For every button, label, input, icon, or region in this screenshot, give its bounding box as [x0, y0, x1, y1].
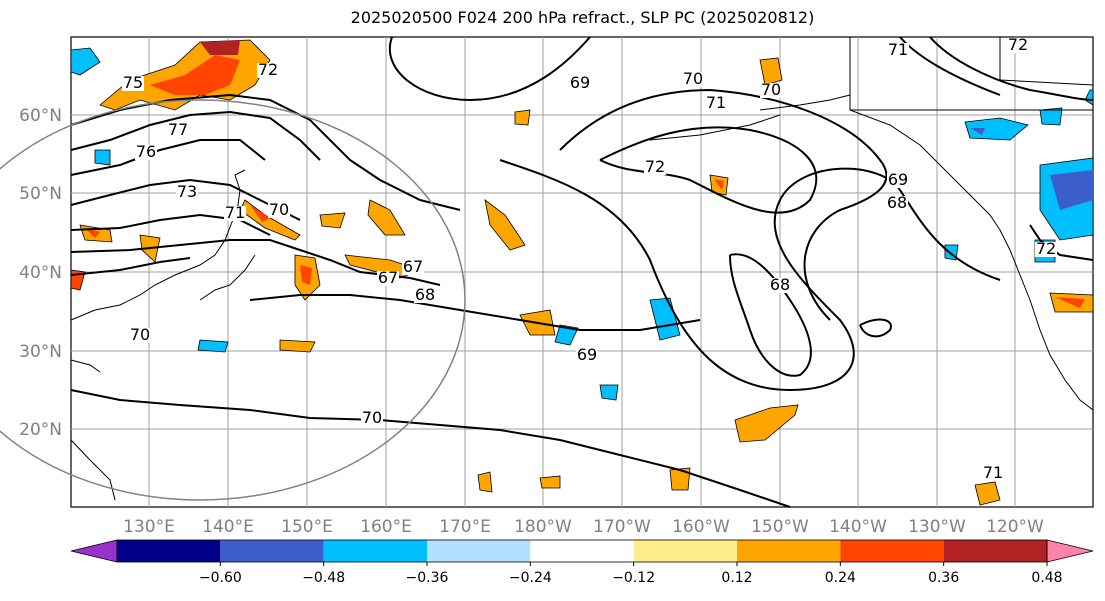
- longitude-label: 170°W: [593, 517, 651, 537]
- longitude-label: 120°W: [986, 517, 1044, 537]
- contour-label: 67: [378, 268, 398, 287]
- longitude-label: 150°E: [281, 517, 333, 537]
- positive-anomaly-areas: [70, 39, 1094, 506]
- contour-label: 73: [177, 182, 197, 201]
- latitude-label: 30°N: [19, 342, 62, 362]
- coastlines: [70, 37, 1094, 501]
- colorbar-segment: [117, 540, 221, 562]
- latitude-label: 50°N: [19, 184, 62, 204]
- contour-label: 70: [269, 200, 289, 219]
- contour-label: 77: [168, 120, 188, 139]
- contour-label: 76: [136, 142, 156, 161]
- contour-label: 70: [683, 69, 703, 88]
- contour-label: 68: [887, 193, 907, 212]
- contour-label: 69: [577, 345, 597, 364]
- latitude-label: 60°N: [19, 106, 62, 126]
- colorbar-segment: [220, 540, 324, 562]
- contour-label: 68: [770, 275, 790, 294]
- contour-label: 72: [258, 60, 278, 79]
- longitude-label: 180°W: [514, 517, 572, 537]
- colorbar-segment: [70, 539, 118, 563]
- longitude-label: 140°E: [202, 517, 254, 537]
- contour-label: 67: [403, 257, 423, 276]
- range-ring: [0, 99, 466, 501]
- colorbar-tick-label: 0.24: [825, 570, 856, 586]
- colorbar-segment: [323, 540, 427, 562]
- longitude-label: 150°W: [751, 517, 809, 537]
- contour-label: 72: [1008, 35, 1028, 54]
- contour-label: 72: [645, 157, 665, 176]
- contour-label: 70: [362, 408, 382, 427]
- longitude-label: 130°E: [123, 517, 175, 537]
- colorbar-tick-label: −0.24: [509, 570, 552, 586]
- colorbar-tick-label: −0.12: [612, 570, 655, 586]
- contour-label: 71: [706, 93, 726, 112]
- longitude-label: 140°W: [829, 517, 887, 537]
- contour-label: 71: [225, 203, 245, 222]
- colorbar-segment: [633, 540, 737, 562]
- latitude-labels: 60°N 50°N 40°N 30°N 20°N: [19, 106, 62, 440]
- longitude-label: 160°W: [672, 517, 730, 537]
- latitude-label: 20°N: [19, 420, 62, 440]
- colorbar-tick-label: −0.36: [406, 570, 449, 586]
- colorbar-segment: [943, 540, 1047, 562]
- contour-label: 70: [761, 80, 781, 99]
- contour-label: 69: [570, 73, 590, 92]
- colorbar-tick-label: −0.60: [199, 570, 242, 586]
- map-title: 2025020500 F024 200 hPa refract., SLP PC…: [350, 8, 815, 27]
- contour-label: 68: [415, 285, 435, 304]
- colorbar: −0.60 −0.48 −0.36 −0.24 −0.12 0.12 0.24 0.36 0.4…: [70, 539, 1094, 586]
- colorbar-segment: [427, 540, 531, 562]
- colorbar-tick-label: 0.36: [928, 570, 959, 586]
- contour-label: 71: [888, 40, 908, 59]
- colorbar-tick-label: 0.48: [1031, 570, 1062, 586]
- colorbar-segment: [840, 540, 944, 562]
- longitude-label: 160°E: [360, 517, 412, 537]
- contour-label: 75: [123, 73, 143, 92]
- colorbar-tick-label: −0.48: [302, 570, 345, 586]
- contour-label: 71: [983, 463, 1003, 482]
- colorbar-segment: [1046, 539, 1094, 563]
- contour-label: 70: [130, 325, 150, 344]
- colorbar-tick-label: 0.12: [721, 570, 752, 586]
- contour-label: 72: [1036, 239, 1056, 258]
- contour-label: 69: [888, 170, 908, 189]
- longitude-labels: 130°E 140°E 150°E 160°E 170°E 180°W 170°W 160°W…: [123, 517, 1044, 537]
- latitude-label: 40°N: [19, 263, 62, 283]
- longitude-label: 170°E: [439, 517, 491, 537]
- colorbar-segment: [737, 540, 841, 562]
- colorbar-segment: [530, 540, 634, 562]
- longitude-label: 130°W: [908, 517, 966, 537]
